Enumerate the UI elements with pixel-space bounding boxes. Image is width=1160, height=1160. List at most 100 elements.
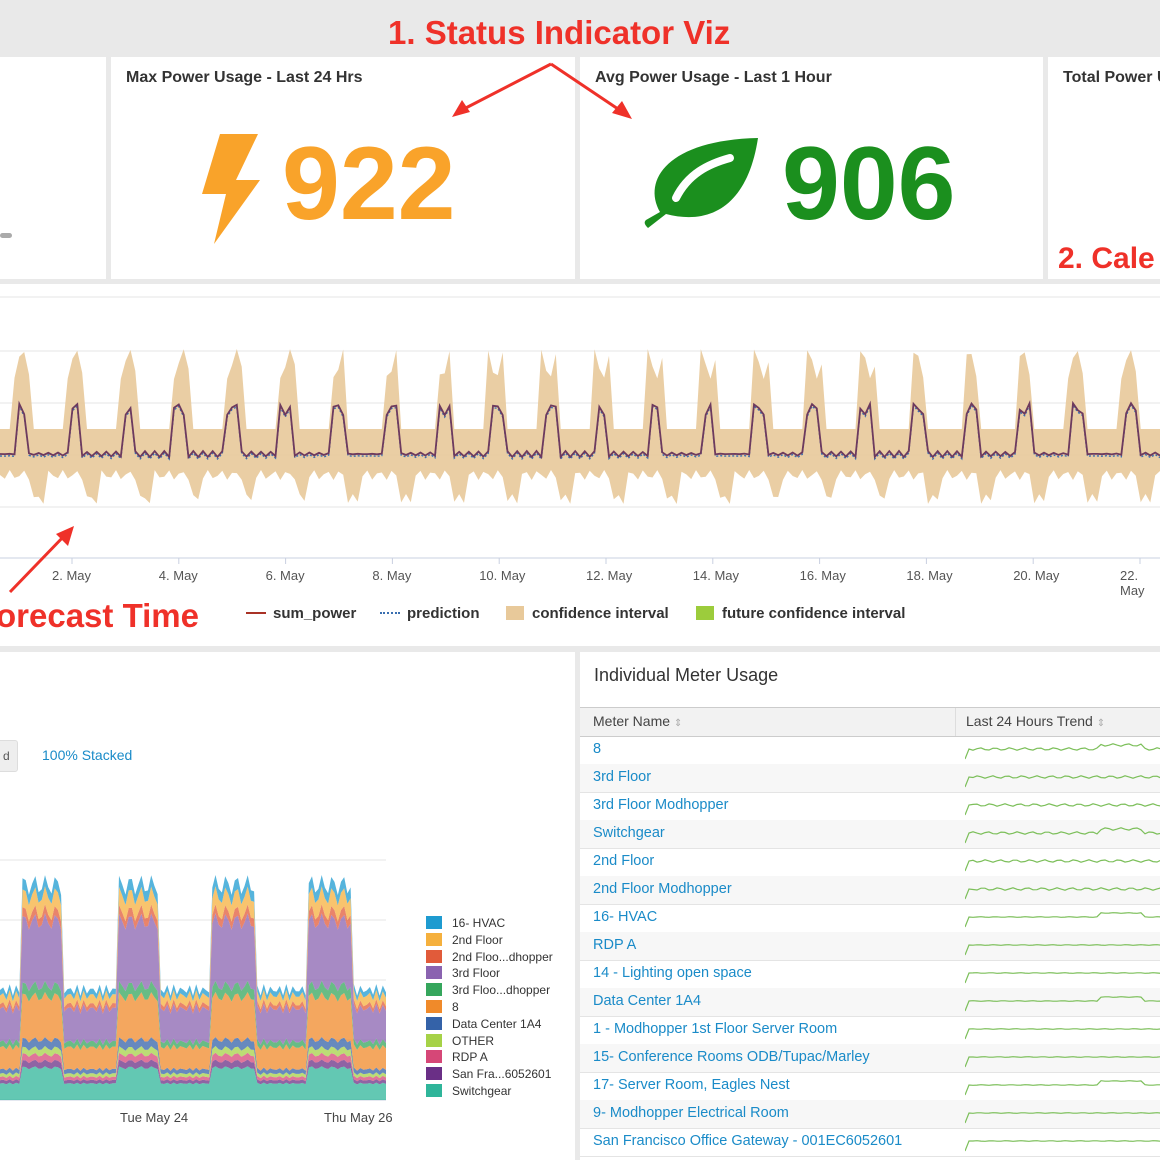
stacked-legend-item[interactable]: San Fra...6052601	[426, 1067, 551, 1081]
panel-left-partial	[0, 57, 106, 279]
table-row[interactable]: Data Center 1A4	[580, 988, 1160, 1017]
legend-label: OTHER	[452, 1033, 494, 1048]
stacked-legend-item[interactable]: 3rd Floor	[426, 966, 500, 980]
trend-sparkline	[965, 1112, 1160, 1124]
trend-sparkline	[965, 912, 1160, 928]
column-header-trend[interactable]: Last 24 Hours Trend ⇕	[966, 713, 1106, 729]
legend-label: San Fra...6052601	[452, 1067, 552, 1082]
legend-swatch-icon	[426, 1050, 442, 1064]
table-row[interactable]: 9- Modhopper Electrical Room	[580, 1100, 1160, 1129]
annotation-arrows-top	[452, 62, 632, 119]
forecast-x-tick: 12. May	[586, 568, 633, 583]
stacked-legend-item[interactable]: 2nd Floor	[426, 932, 503, 947]
total-power-title: Total Power U	[1063, 69, 1160, 86]
sort-icon: ⇕	[673, 718, 683, 729]
meter-name-link[interactable]: 16- HVAC	[593, 909, 658, 925]
stack-area-layer	[0, 992, 386, 1071]
forecast-x-tick: 16. May	[799, 568, 846, 583]
legend-swatch-icon	[426, 1033, 442, 1047]
table-row[interactable]: 3rd Floor Modhopper	[580, 792, 1160, 821]
trend-sparkline	[965, 1028, 1160, 1040]
meter-name-link[interactable]: 17- Server Room, Eagles Nest	[593, 1077, 790, 1093]
trend-sparkline	[965, 887, 1160, 900]
legend-prediction[interactable]: prediction	[380, 605, 480, 622]
forecast-x-tick: 2. May	[52, 568, 92, 583]
legend-label: Switchgear	[452, 1084, 512, 1098]
meter-name-link[interactable]: Switchgear	[593, 825, 665, 841]
leaf-icon	[644, 138, 758, 228]
stacked-legend-item[interactable]: Data Center 1A4	[426, 1016, 542, 1031]
meter-name-link[interactable]: 9- Modhopper Electrical Room	[593, 1105, 789, 1121]
forecast-x-tick: 20. May	[1013, 568, 1060, 583]
forecast-x-tick: 6. May	[265, 568, 305, 583]
legend-sum-power[interactable]: sum_power	[246, 605, 356, 622]
stack-area-layer	[0, 1066, 386, 1100]
legend-swatch-icon	[426, 916, 442, 929]
meter-name-link[interactable]: 14 - Lighting open space	[593, 965, 752, 981]
sum-power-line	[0, 400, 1160, 460]
table-row[interactable]: San Francisco Office Gateway - 001EC6052…	[580, 1128, 1160, 1157]
meter-name-link[interactable]: RDP A	[593, 937, 637, 953]
meter-name-link[interactable]: 2nd Floor	[593, 853, 655, 869]
legend-confidence-interval[interactable]: confidence interval	[506, 605, 669, 622]
legend-label: 2nd Floor	[452, 932, 503, 947]
stacked-button-partial[interactable]: d	[0, 740, 18, 772]
table-row[interactable]: 14 - Lighting open space	[580, 960, 1160, 989]
forecast-x-tick: 4. May	[158, 568, 198, 583]
legend-swatch-icon	[426, 1016, 442, 1030]
forecast-x-tick: 14. May	[692, 568, 740, 583]
trend-sparkline	[965, 859, 1160, 872]
forecast-x-tick: 8. May	[372, 568, 412, 583]
stacked-legend-item[interactable]: 16- HVAC	[426, 916, 505, 930]
meter-table-title: Individual Meter Usage	[594, 665, 779, 685]
panel-stacked-chart: d 100% Stacked Tue May 24 Thu May 26	[0, 652, 575, 1160]
stacked-legend-item[interactable]: 3rd Floo...dhopper	[426, 983, 550, 997]
forecast-x-tick: 22. May	[1120, 568, 1145, 598]
legend-label: Data Center 1A4	[452, 1016, 542, 1031]
legend-future-confidence-interval[interactable]: future confidence interval	[696, 605, 905, 622]
meter-name-link[interactable]: 8	[593, 741, 602, 757]
meter-name-link[interactable]: San Francisco Office Gateway - 001EC6052…	[593, 1133, 903, 1149]
confidence-interval-band	[0, 349, 1160, 504]
legend-swatch-icon	[426, 932, 442, 946]
legend-swatch-icon	[426, 966, 442, 980]
stacked-legend-item[interactable]: 8	[426, 1000, 459, 1014]
legend-label: 2nd Floo...dhopper	[452, 949, 553, 964]
legend-label: 8	[452, 1000, 459, 1014]
panel-total-power	[1048, 57, 1160, 279]
table-row[interactable]: 3rd Floor	[580, 764, 1160, 793]
trend-sparkline	[965, 944, 1160, 956]
annotation-arrow-forecast	[8, 526, 74, 594]
trend-sparkline	[965, 1080, 1160, 1096]
column-header-meter-name[interactable]: Meter Name ⇕	[593, 713, 683, 729]
table-row[interactable]: 1 - Modhopper 1st Floor Server Room	[580, 1016, 1160, 1045]
stacked-legend-item[interactable]: RDP A	[426, 1050, 488, 1064]
meter-name-link[interactable]: 1 - Modhopper 1st Floor Server Room	[593, 1021, 838, 1037]
forecast-chart	[0, 296, 1160, 564]
table-row[interactable]: 2nd Floor Modhopper	[580, 876, 1160, 905]
stacked-legend-item[interactable]: OTHER	[426, 1033, 494, 1048]
table-row[interactable]: 16- HVAC	[580, 904, 1160, 933]
trend-sparkline	[965, 996, 1160, 1012]
table-row[interactable]: 8	[580, 736, 1160, 765]
table-row[interactable]: 15- Conference Rooms ODB/Tupac/Marley	[580, 1044, 1160, 1073]
stacked-mode-100-button[interactable]: 100% Stacked	[42, 747, 133, 763]
table-row[interactable]: Switchgear	[580, 820, 1160, 849]
meter-name-link[interactable]: 15- Conference Rooms ODB/Tupac/Marley	[593, 1049, 870, 1065]
annotation-status-indicator: 1. Status Indicator Viz	[388, 14, 731, 51]
meter-name-link[interactable]: 2nd Floor Modhopper	[593, 881, 732, 897]
avg-power-title: Avg Power Usage - Last 1 Hour	[595, 69, 832, 86]
meter-name-link[interactable]: Data Center 1A4	[593, 993, 702, 1009]
table-row[interactable]: 17- Server Room, Eagles Nest	[580, 1072, 1160, 1101]
sort-icon: ⇕	[1096, 718, 1106, 729]
meter-name-link[interactable]: 3rd Floor	[593, 769, 652, 785]
forecast-x-tick: 10. May	[479, 568, 526, 583]
stacked-legend-item[interactable]: 2nd Floo...dhopper	[426, 949, 553, 964]
meter-name-link[interactable]: 3rd Floor Modhopper	[593, 797, 729, 813]
table-row[interactable]: 2nd Floor	[580, 848, 1160, 877]
lightning-bolt-icon	[202, 134, 260, 244]
table-row[interactable]: RDP A	[580, 932, 1160, 961]
stacked-legend-item[interactable]: Switchgear	[426, 1084, 511, 1098]
meter-table-header: Meter Name ⇕ Last 24 Hours Trend ⇕	[580, 707, 1160, 737]
legend-label: 3rd Floo...dhopper	[452, 983, 551, 998]
